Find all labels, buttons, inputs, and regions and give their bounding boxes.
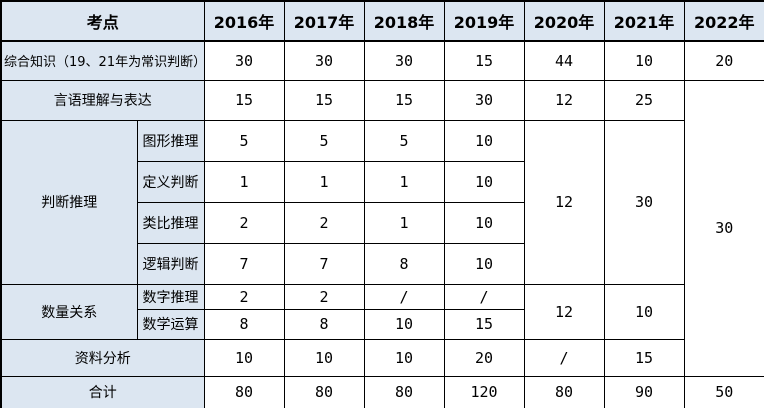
cell-shuxue-2017: 8 [283, 308, 365, 340]
cell-ziliao-2016: 10 [203, 338, 285, 377]
cell-zonghe-2016: 30 [203, 40, 285, 81]
cell-ziliao-2019: 20 [443, 338, 525, 377]
cell-shuxue-2019: 15 [443, 308, 525, 340]
cell-heji-2018: 80 [363, 375, 445, 408]
cell-ziliao-2018: 10 [363, 338, 445, 377]
cell-leibi-2019: 10 [443, 201, 525, 244]
cell-panduan-2021: 30 [603, 119, 685, 285]
label-ziliao: 资料分析 [0, 338, 205, 377]
cell-luoji-2019: 10 [443, 242, 525, 285]
cell-panduan-2020: 12 [523, 119, 605, 285]
cell-zonghe-2021: 10 [603, 40, 685, 81]
cell-shuzi-2016: 2 [203, 283, 285, 310]
cell-dingyi-2017: 1 [283, 160, 365, 203]
label-leibi: 类比推理 [136, 201, 205, 244]
row-dingyi: 定义判断 1 1 1 10 [1, 160, 764, 203]
row-shuzi: 数量关系 数字推理 2 2 / / 12 10 [0, 283, 764, 340]
cell-luoji-2018: 8 [363, 242, 445, 285]
cell-tuxing-2018: 5 [363, 119, 445, 162]
header-year-2020: 2020年 [523, 0, 605, 42]
row-shuxue: 数学运算 8 8 10 15 [1, 308, 764, 340]
label-dingyi: 定义判断 [136, 160, 205, 203]
cell-heji-2016: 80 [203, 375, 285, 408]
row-yanyu: 言语理解与表达 15 15 15 30 12 25 30 [0, 79, 764, 377]
header-year-2016: 2016年 [203, 0, 285, 42]
cell-yanyu-2016: 15 [203, 79, 285, 121]
row-leibi: 类比推理 2 2 1 10 [1, 201, 764, 244]
cell-yanyu-2017: 15 [283, 79, 365, 121]
header-kaodian: 考点 [0, 0, 205, 42]
label-yanyu: 言语理解与表达 [0, 79, 205, 121]
cell-zonghe-2020: 44 [523, 40, 605, 81]
cell-yanyu-2019: 30 [443, 79, 525, 121]
label-shuxue: 数学运算 [136, 308, 205, 340]
cell-zonghe-2017: 30 [283, 40, 365, 81]
cell-dingyi-2019: 10 [443, 160, 525, 203]
row-tuxing: 判断推理 图形推理 5 5 5 10 12 30 [0, 119, 764, 285]
header-year-2022: 2022年 [683, 0, 764, 42]
cell-shuliang-2020: 12 [523, 283, 605, 340]
cell-dingyi-2016: 1 [203, 160, 285, 203]
cell-2022-merged: 30 [683, 79, 764, 377]
cell-shuzi-2017: 2 [283, 283, 365, 310]
cell-tuxing-2016: 5 [203, 119, 285, 162]
row-heji: 合计 80 80 80 120 80 90 50 [0, 375, 764, 408]
label-shuzi: 数字推理 [136, 283, 205, 310]
row-ziliao: 资料分析 10 10 10 20 / 15 [0, 338, 764, 377]
cell-heji-2020: 80 [523, 375, 605, 408]
cell-heji-2022: 50 [683, 375, 764, 408]
cell-leibi-2017: 2 [283, 201, 365, 244]
cell-shuliang-2021: 10 [603, 283, 685, 340]
cell-yanyu-2018: 15 [363, 79, 445, 121]
label-heji: 合计 [0, 375, 205, 408]
cell-heji-2021: 90 [603, 375, 685, 408]
cell-yanyu-2021: 25 [603, 79, 685, 121]
label-tuxing: 图形推理 [136, 119, 205, 162]
cell-luoji-2017: 7 [283, 242, 365, 285]
cell-ziliao-2020: / [523, 338, 605, 377]
label-panduan: 判断推理 [0, 119, 138, 285]
cell-shuxue-2018: 10 [363, 308, 445, 340]
cell-zonghe-2022: 20 [683, 40, 764, 81]
header-year-2021: 2021年 [603, 0, 685, 42]
label-shuliang: 数量关系 [0, 283, 138, 340]
table-header-row: 考点 2016年 2017年 2018年 2019年 2020年 2021年 2… [0, 0, 764, 42]
cell-ziliao-2017: 10 [283, 338, 365, 377]
cell-tuxing-2017: 5 [283, 119, 365, 162]
cell-zonghe-2019: 15 [443, 40, 525, 81]
cell-shuzi-2018: / [363, 283, 445, 310]
row-zonghe: 综合知识（19、21年为常识判断） 30 30 30 15 44 10 20 [0, 40, 764, 81]
label-zonghe: 综合知识（19、21年为常识判断） [0, 40, 205, 81]
cell-ziliao-2021: 15 [603, 338, 685, 377]
cell-dingyi-2018: 1 [363, 160, 445, 203]
cell-shuxue-2016: 8 [203, 308, 285, 340]
cell-leibi-2016: 2 [203, 201, 285, 244]
cell-heji-2017: 80 [283, 375, 365, 408]
cell-leibi-2018: 1 [363, 201, 445, 244]
header-year-2018: 2018年 [363, 0, 445, 42]
cell-shuzi-2019: / [443, 283, 525, 310]
cell-luoji-2016: 7 [203, 242, 285, 285]
label-luoji: 逻辑判断 [136, 242, 205, 285]
cell-heji-2019: 120 [443, 375, 525, 408]
cell-yanyu-2020: 12 [523, 79, 605, 121]
cell-tuxing-2019: 10 [443, 119, 525, 162]
header-year-2017: 2017年 [283, 0, 365, 42]
cell-zonghe-2018: 30 [363, 40, 445, 81]
header-year-2019: 2019年 [443, 0, 525, 42]
